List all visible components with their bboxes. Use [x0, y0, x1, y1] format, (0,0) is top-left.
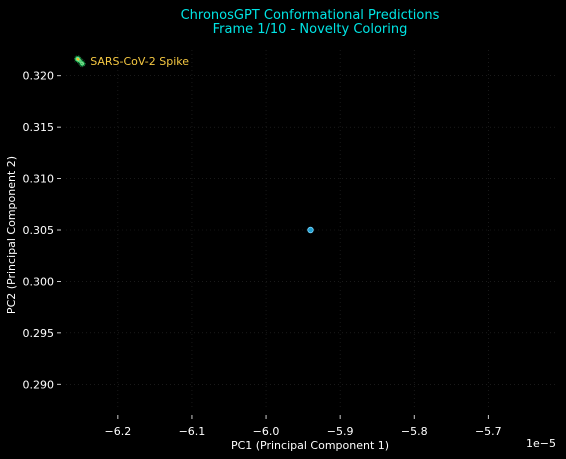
y-axis-ticks: 0.290 0.295 0.300 0.305 0.310 0.315 0.320: [23, 70, 61, 391]
chart-title: ChronosGPT Conformational Predictions: [181, 8, 440, 23]
point-annotation: 🦠 SARS-CoV-2 Spike: [73, 55, 189, 68]
grid-lines: [66, 50, 555, 410]
x-tick-label: −5.8: [401, 425, 428, 438]
x-tick-label: −6.1: [179, 425, 206, 438]
x-axis-ticks: −6.2 −6.1 −6.0 −5.9 −5.8 −5.7: [105, 415, 502, 438]
y-tick-label: 0.310: [23, 173, 55, 186]
x-tick-label: −6.0: [253, 425, 280, 438]
y-tick-label: 0.320: [23, 70, 55, 83]
y-axis-label: PC2 (Principal Component 2): [5, 156, 18, 314]
x-tick-label: −5.9: [327, 425, 354, 438]
scatter-points: [307, 226, 314, 234]
chart-subtitle: Frame 1/10 - Novelty Coloring: [213, 22, 408, 37]
x-tick-label: −6.2: [105, 425, 132, 438]
x-tick-label: −5.7: [475, 425, 502, 438]
y-tick-label: 0.295: [23, 327, 55, 340]
y-tick-label: 0.315: [23, 121, 55, 134]
y-tick-label: 0.305: [23, 224, 55, 237]
x-axis-offset-label: 1e−5: [526, 437, 556, 450]
y-tick-label: 0.300: [23, 275, 55, 288]
x-axis-label: PC1 (Principal Component 1): [231, 439, 389, 452]
y-tick-label: 0.290: [23, 378, 55, 391]
scatter-point: [307, 226, 314, 234]
